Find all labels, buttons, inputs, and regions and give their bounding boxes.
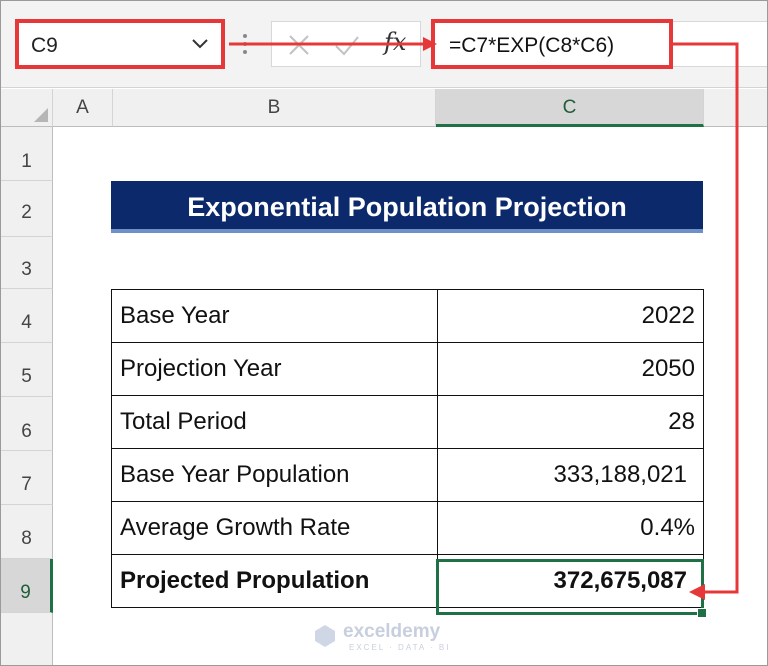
column-header-blank — [704, 89, 767, 127]
column-header-c[interactable]: C — [436, 89, 704, 127]
exceldemy-logo-icon — [315, 625, 335, 647]
row-header-3[interactable]: 3 — [1, 237, 53, 289]
cancel-x-icon[interactable] — [286, 32, 312, 58]
table-row: Base Year 2022 — [111, 289, 704, 343]
formula-input-extension[interactable] — [673, 21, 767, 67]
fx-icon[interactable]: fx — [384, 28, 407, 56]
formula-buttons: fx — [271, 21, 421, 67]
chevron-down-icon[interactable] — [189, 32, 211, 54]
watermark-brand: exceldemy — [343, 621, 441, 642]
sheet-title[interactable]: Exponential Population Projection — [111, 181, 703, 233]
formula-input[interactable]: =C7*EXP(C8*C6) — [431, 19, 673, 69]
select-all-corner[interactable] — [1, 89, 53, 127]
projection-table: Base Year 2022 Projection Year 2050 Tota… — [111, 289, 704, 608]
table-row: Base Year Population 333,188,021 — [111, 448, 704, 502]
row-header-8[interactable]: 8 — [1, 505, 53, 559]
cell-b5[interactable]: Projection Year — [111, 342, 438, 396]
table-row: Projection Year 2050 — [111, 342, 704, 396]
watermark-tagline: EXCEL · DATA · BI — [349, 643, 451, 652]
row-header-6[interactable]: 6 — [1, 397, 53, 451]
enter-check-icon[interactable] — [334, 34, 360, 58]
row-header-7[interactable]: 7 — [1, 451, 53, 505]
cell-c8[interactable]: 0.4% — [437, 501, 704, 555]
cell-b4[interactable]: Base Year — [111, 289, 438, 343]
cell-c6[interactable]: 28 — [437, 395, 704, 449]
cell-b6[interactable]: Total Period — [111, 395, 438, 449]
column-header-b[interactable]: B — [113, 89, 436, 127]
cell-c7[interactable]: 333,188,021 — [437, 448, 704, 502]
cell-c4[interactable]: 2022 — [437, 289, 704, 343]
name-box[interactable]: C9 — [15, 19, 225, 69]
column-header-a[interactable]: A — [53, 89, 113, 127]
name-box-value: C9 — [31, 34, 58, 57]
cell-c5[interactable]: 2050 — [437, 342, 704, 396]
row-header-5[interactable]: 5 — [1, 343, 53, 397]
cell-b8[interactable]: Average Growth Rate — [111, 501, 438, 555]
cell-b7[interactable]: Base Year Population — [111, 448, 438, 502]
row-header-1[interactable]: 1 — [1, 127, 53, 181]
fill-handle[interactable] — [697, 608, 707, 618]
formula-bar: C9 fx =C7*EXP(C8*C6) — [1, 1, 767, 88]
cell-c9[interactable]: 372,675,087 — [437, 554, 704, 608]
row-header-10 — [1, 613, 53, 665]
table-row: Projected Propulation 372,675,087 — [111, 554, 704, 608]
row-header-9[interactable]: 9 — [1, 559, 53, 613]
table-row: Average Growth Rate 0.4% — [111, 501, 704, 555]
row-header-2[interactable]: 2 — [1, 181, 53, 237]
formula-text: =C7*EXP(C8*C6) — [449, 34, 615, 57]
table-row: Total Period 28 — [111, 395, 704, 449]
formula-bar-resize-handle[interactable] — [241, 31, 249, 57]
exceldemy-watermark: exceldemy EXCEL · DATA · BI — [313, 621, 463, 655]
row-header-4[interactable]: 4 — [1, 289, 53, 343]
cell-b9[interactable]: Projected Propulation — [111, 554, 438, 608]
